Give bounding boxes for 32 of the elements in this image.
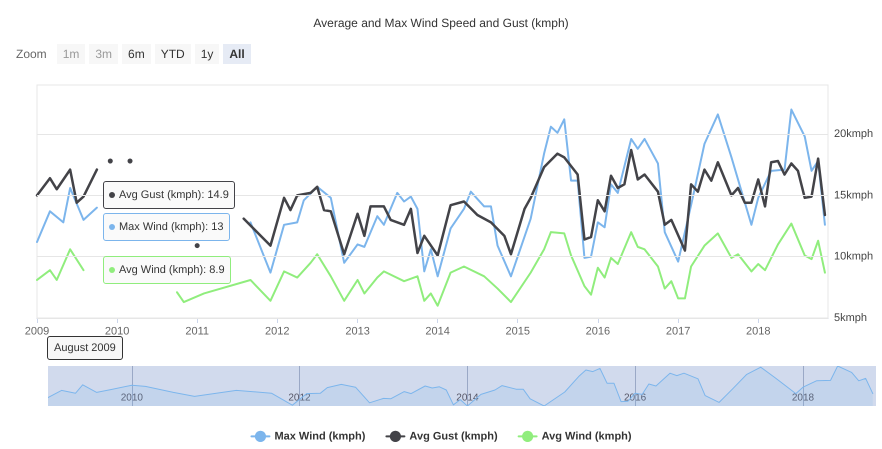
x-tick-label: 2017 <box>666 326 690 338</box>
x-tick-label: 2018 <box>746 326 770 338</box>
text: August 2009 <box>47 336 123 360</box>
zoom-button: All <box>223 44 251 64</box>
x-tick-label: 2010 <box>104 326 130 338</box>
chart-title: Average and Max Wind Speed and Gust (kmph) <box>313 16 569 30</box>
zoom-button: 1m <box>56 44 86 64</box>
annotation: Max Wind (kmph): 13 <box>119 221 224 233</box>
zoom-button: 3m <box>89 44 118 64</box>
text: Zoom <box>15 46 48 63</box>
x-tick-label: 2012 <box>265 326 290 338</box>
y-tick-label: 20kmph <box>834 128 874 140</box>
x-tick-label: 2015 <box>506 326 530 338</box>
y-tick-label: 10kmph <box>834 250 874 263</box>
x-tick-label: 2013 <box>345 326 370 338</box>
zoom-button: YTD <box>154 44 191 64</box>
y-tick-label: 5kmph <box>834 312 868 324</box>
x-tick-label: 2018 <box>792 392 815 404</box>
x-tick-label: 2016 <box>586 326 610 338</box>
x-tick-label: 2014 <box>425 326 450 338</box>
legend-label: Avg Wind (kmph) <box>542 430 632 442</box>
x-tick-label: 2009 <box>24 326 50 338</box>
x-tick-label: 2012 <box>288 392 312 404</box>
zoom-button: 1y <box>194 44 220 64</box>
y-tick-label: 15kmph <box>834 189 874 202</box>
x-tick-label: 2011 <box>185 326 210 338</box>
legend-label: Avg Gust (kmph) <box>409 430 498 442</box>
annotation: Avg Gust (kmph): 14.9 <box>119 189 229 201</box>
annotation: Avg Wind (kmph): 8.9 <box>119 264 225 276</box>
x-tick-label: 2010 <box>120 392 144 404</box>
legend-label: Max Wind (kmph) <box>274 430 366 442</box>
zoom-button: 6m <box>122 44 151 64</box>
